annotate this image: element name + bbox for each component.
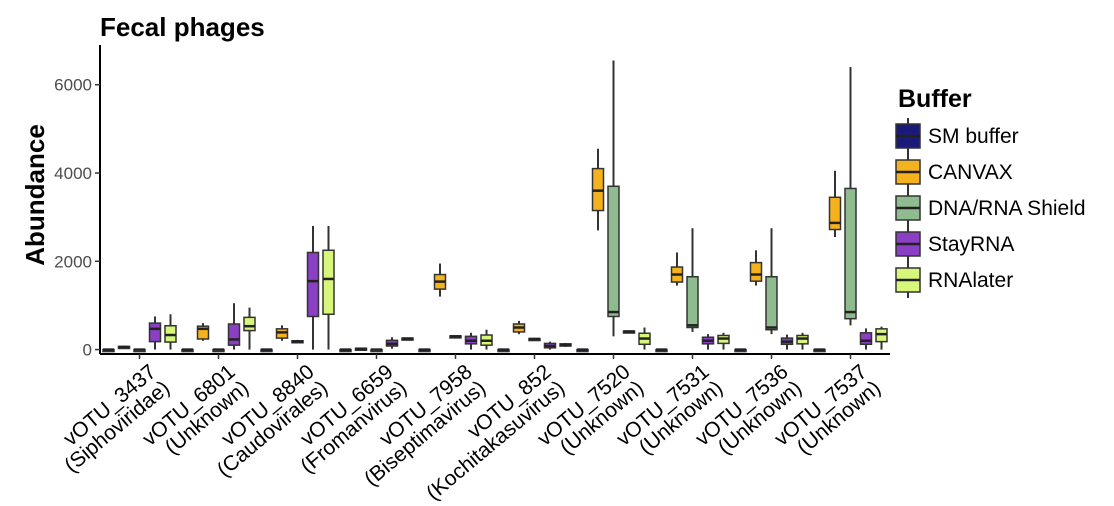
box	[670, 252, 684, 286]
box	[765, 228, 778, 335]
box	[796, 332, 809, 350]
box	[148, 316, 162, 350]
box	[828, 170, 842, 238]
box	[196, 323, 210, 341]
box-iqr	[765, 276, 778, 331]
box-group	[576, 60, 651, 353]
legend-title: Buffer	[898, 85, 972, 113]
box-iqr	[306, 251, 320, 318]
legend-item: SM buffer	[895, 118, 1019, 154]
y-tick-label: 2000	[54, 252, 92, 271]
box	[622, 330, 636, 334]
box-group	[655, 228, 730, 353]
box-group	[339, 337, 414, 353]
legend-label: DNA/RNA Shield	[928, 197, 1086, 220]
box-group	[813, 67, 888, 353]
box	[260, 348, 273, 353]
box-group	[734, 228, 809, 353]
box	[686, 228, 699, 332]
box	[102, 348, 115, 353]
legend: Buffer SM buffer CANVAX DNA/RNA Shield StayR…	[895, 85, 1086, 298]
box-iqr	[859, 332, 873, 346]
box-iqr	[148, 322, 162, 343]
box-group	[260, 225, 335, 353]
box	[322, 225, 335, 350]
box	[638, 327, 651, 350]
box	[576, 348, 589, 353]
box	[528, 337, 541, 342]
box	[227, 303, 241, 350]
box	[512, 320, 526, 335]
y-tick-label: 0	[83, 341, 92, 360]
box	[875, 326, 888, 350]
y-axis: 0 2000 4000 6000	[54, 45, 101, 360]
box-group	[102, 314, 177, 353]
box	[844, 67, 857, 326]
box-group	[181, 303, 256, 353]
box	[275, 325, 289, 341]
box-iqr	[243, 316, 256, 332]
box	[339, 348, 352, 353]
box	[385, 337, 399, 349]
box	[859, 328, 873, 350]
box	[701, 334, 715, 350]
legend-item: RNAlater	[895, 262, 1013, 298]
box	[133, 348, 146, 353]
box-group	[497, 320, 572, 353]
box	[306, 225, 320, 350]
legend-item: CANVAX	[895, 154, 1013, 190]
box	[164, 314, 177, 350]
box-iqr	[749, 261, 763, 282]
box	[480, 329, 493, 350]
box	[717, 332, 730, 350]
box	[559, 342, 572, 347]
box	[543, 341, 557, 350]
box	[607, 60, 620, 337]
box	[749, 250, 763, 286]
box	[354, 347, 368, 352]
box-iqr	[227, 323, 241, 346]
box	[464, 332, 478, 350]
box	[433, 263, 447, 297]
box	[734, 348, 747, 353]
box	[813, 348, 826, 353]
box-iqr	[844, 187, 857, 320]
y-tick-label: 4000	[54, 164, 92, 183]
box	[449, 335, 462, 339]
box-iqr	[607, 185, 620, 318]
box	[655, 348, 668, 353]
box	[212, 348, 225, 353]
box	[780, 334, 794, 350]
legend-item: DNA/RNA Shield	[895, 190, 1086, 226]
box	[418, 348, 431, 353]
box	[591, 148, 605, 231]
legend-label: SM buffer	[928, 125, 1019, 148]
y-axis-label: Abundance	[20, 124, 50, 266]
legend-label: StayRNA	[928, 233, 1014, 256]
box	[291, 339, 304, 344]
legend-label: RNAlater	[928, 269, 1013, 292]
box	[401, 337, 414, 341]
box-group	[418, 263, 493, 353]
box-iqr	[828, 196, 842, 231]
box	[117, 345, 131, 350]
box-iqr	[196, 325, 210, 340]
legend-label: CANVAX	[928, 161, 1013, 184]
y-tick-label: 6000	[54, 76, 92, 95]
legend-item: StayRNA	[895, 226, 1014, 262]
box-iqr	[686, 276, 699, 329]
chart-title: Fecal phages	[100, 12, 265, 42]
box-groups	[102, 60, 888, 353]
box	[497, 348, 510, 353]
box	[370, 348, 383, 353]
box-iqr	[322, 249, 335, 316]
box	[243, 307, 256, 350]
box	[181, 348, 194, 353]
x-axis: vOTU_3437(Siphoviridae)vOTU_6801(Unknown…	[59, 353, 890, 505]
